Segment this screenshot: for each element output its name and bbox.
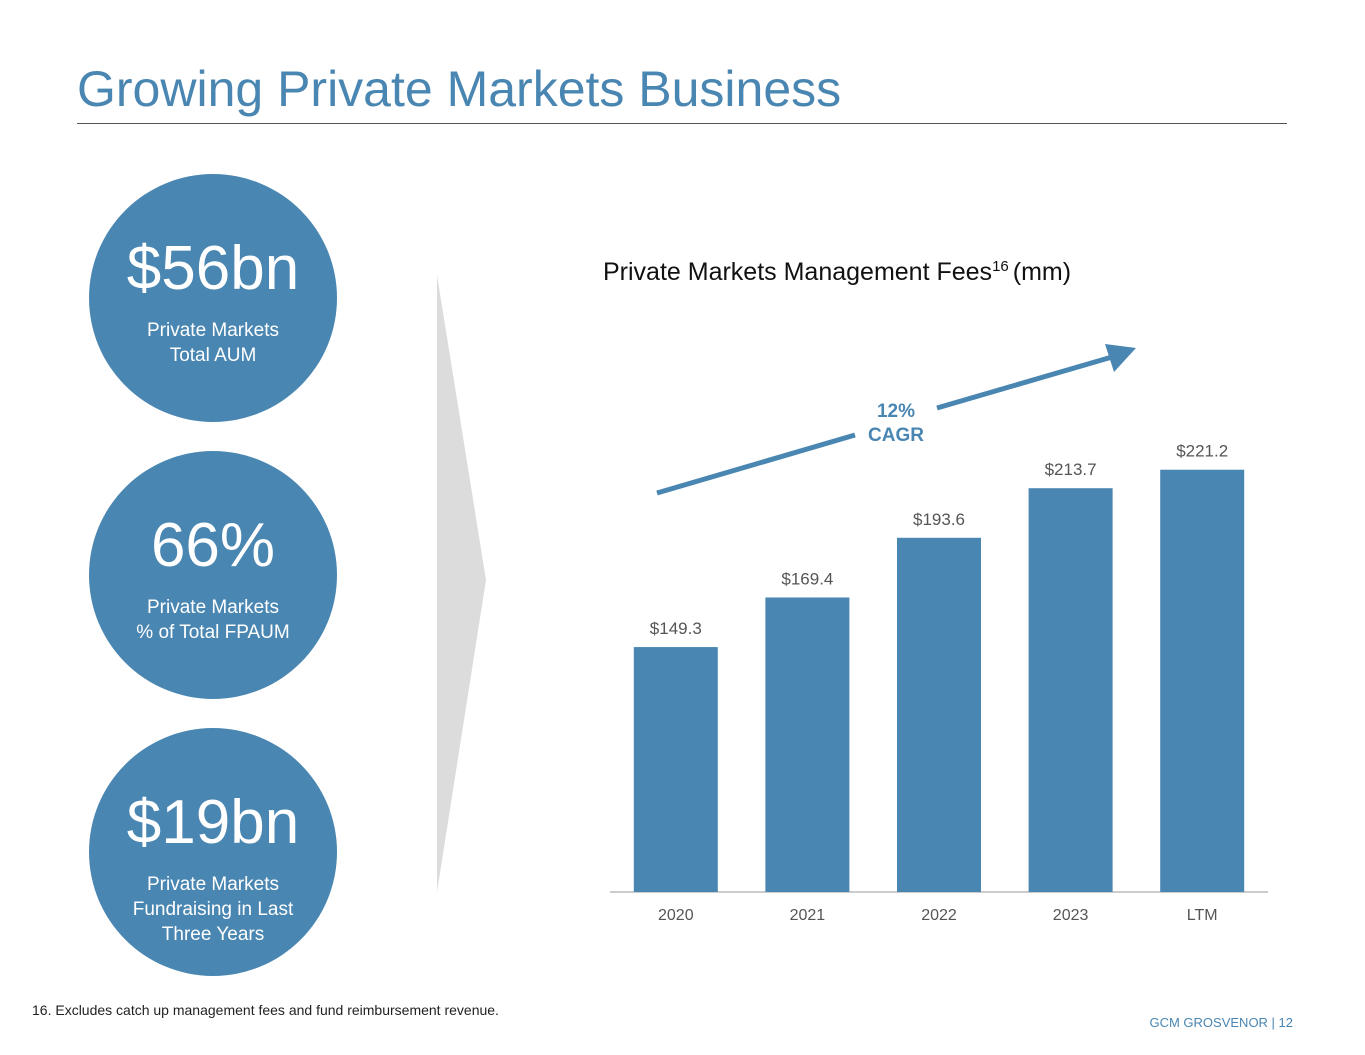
footnote: 16. Excludes catch up management fees an…: [32, 1002, 499, 1018]
stat-circle: $56bn Private Markets Total AUM: [89, 174, 337, 422]
bar: [1160, 469, 1245, 892]
chart-title-sup: 16: [992, 258, 1009, 275]
stat-label-line: Fundraising in Last: [132, 899, 294, 920]
x-tick-label: 2023: [1053, 907, 1089, 924]
stat-circle: $19bn Private Markets Fundraising in Last T…: [89, 728, 337, 976]
stat-label-line: % of Total FPAUM: [136, 622, 290, 643]
annotation: 12%: [877, 401, 915, 422]
x-tick-label: 2021: [790, 907, 826, 924]
chart-title: Private Markets Management Fees16 (mm): [603, 258, 1071, 286]
bar: [633, 647, 718, 892]
bar: [897, 537, 981, 892]
cagr-arrowhead: [1105, 344, 1136, 372]
bar: [1028, 488, 1113, 892]
data-label: $221.2: [1176, 442, 1228, 461]
bar: [765, 597, 850, 892]
footer: GCM GROSVENOR | 12: [1149, 1015, 1293, 1030]
annotation: CAGR: [868, 425, 924, 446]
stat-value: 66%: [150, 511, 276, 580]
data-label: $169.4: [781, 569, 833, 588]
stat-label: Private Markets % of Total FPAUM: [89, 595, 337, 645]
x-tick-label: 2022: [921, 907, 957, 924]
cagr-arrow: [656, 432, 856, 496]
slide-title: Growing Private Markets Business: [77, 61, 842, 117]
stat-label-line: Total AUM: [169, 345, 257, 366]
stat-value: $19bn: [126, 788, 300, 857]
divider-arrow: [437, 275, 486, 892]
data-label: $149.3: [650, 619, 702, 638]
x-tick-label: LTM: [1187, 907, 1218, 924]
stat-label-line: Three Years: [161, 924, 265, 945]
title-rule: [77, 123, 1287, 124]
cagr-arrow: [936, 354, 1113, 411]
x-tick-label: 2020: [658, 907, 694, 924]
stat-label-line: Private Markets: [147, 320, 279, 341]
data-label: $213.7: [1045, 460, 1097, 479]
stat-value: $56bn: [126, 234, 300, 303]
stat-circle: 66% Private Markets % of Total FPAUM: [89, 451, 337, 699]
stat-label-line: Private Markets: [147, 874, 279, 895]
stat-label-line: Private Markets: [147, 597, 279, 618]
stat-label: Private Markets Total AUM: [89, 318, 337, 368]
chart-title-text: Private Markets Management Fees: [603, 258, 992, 286]
stat-label: Private Markets Fundraising in Last Three …: [89, 872, 337, 947]
data-label: $193.6: [913, 510, 965, 529]
chart-title-unit: (mm): [1013, 258, 1071, 286]
